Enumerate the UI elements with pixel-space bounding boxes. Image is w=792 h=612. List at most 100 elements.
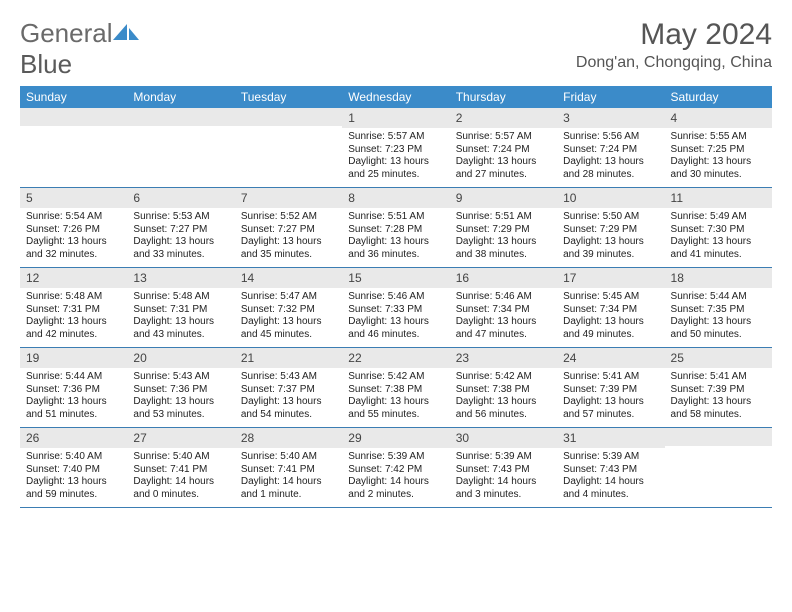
day-details: Sunrise: 5:57 AMSunset: 7:24 PMDaylight:…	[450, 128, 557, 187]
daylight-line: Daylight: 13 hours and 58 minutes.	[671, 396, 766, 421]
day-details: Sunrise: 5:52 AMSunset: 7:27 PMDaylight:…	[235, 208, 342, 267]
day-details: Sunrise: 5:51 AMSunset: 7:29 PMDaylight:…	[450, 208, 557, 267]
day-details	[127, 126, 234, 184]
sunrise-line: Sunrise: 5:43 AM	[133, 371, 228, 384]
sunset-line: Sunset: 7:36 PM	[133, 384, 228, 397]
day-cell: 12Sunrise: 5:48 AMSunset: 7:31 PMDayligh…	[20, 268, 127, 348]
day-cell: 25Sunrise: 5:41 AMSunset: 7:39 PMDayligh…	[665, 348, 772, 428]
daylight-line: Daylight: 13 hours and 51 minutes.	[26, 396, 121, 421]
day-details: Sunrise: 5:50 AMSunset: 7:29 PMDaylight:…	[557, 208, 664, 267]
sunset-line: Sunset: 7:25 PM	[671, 144, 766, 157]
sunset-line: Sunset: 7:37 PM	[241, 384, 336, 397]
sunset-line: Sunset: 7:40 PM	[26, 464, 121, 477]
day-details: Sunrise: 5:41 AMSunset: 7:39 PMDaylight:…	[557, 368, 664, 427]
day-details: Sunrise: 5:48 AMSunset: 7:31 PMDaylight:…	[127, 288, 234, 347]
day-cell: 31Sunrise: 5:39 AMSunset: 7:43 PMDayligh…	[557, 428, 664, 508]
day-number	[665, 428, 772, 446]
sunset-line: Sunset: 7:29 PM	[563, 224, 658, 237]
weekday-wednesday: Wednesday	[342, 86, 449, 108]
day-number: 22	[342, 348, 449, 368]
day-details: Sunrise: 5:42 AMSunset: 7:38 PMDaylight:…	[450, 368, 557, 427]
day-number	[20, 108, 127, 126]
daylight-line: Daylight: 14 hours and 0 minutes.	[133, 476, 228, 501]
sunrise-line: Sunrise: 5:41 AM	[563, 371, 658, 384]
day-cell: 20Sunrise: 5:43 AMSunset: 7:36 PMDayligh…	[127, 348, 234, 428]
daylight-line: Daylight: 13 hours and 39 minutes.	[563, 236, 658, 261]
day-cell	[235, 108, 342, 188]
day-cell	[127, 108, 234, 188]
day-number: 26	[20, 428, 127, 448]
day-details: Sunrise: 5:41 AMSunset: 7:39 PMDaylight:…	[665, 368, 772, 427]
day-details: Sunrise: 5:44 AMSunset: 7:36 PMDaylight:…	[20, 368, 127, 427]
sunrise-line: Sunrise: 5:43 AM	[241, 371, 336, 384]
daylight-line: Daylight: 13 hours and 53 minutes.	[133, 396, 228, 421]
day-number: 16	[450, 268, 557, 288]
weekday-saturday: Saturday	[665, 86, 772, 108]
day-details	[665, 446, 772, 504]
calendar-body: 1Sunrise: 5:57 AMSunset: 7:23 PMDaylight…	[20, 108, 772, 508]
day-number: 31	[557, 428, 664, 448]
day-cell: 10Sunrise: 5:50 AMSunset: 7:29 PMDayligh…	[557, 188, 664, 268]
sunset-line: Sunset: 7:39 PM	[671, 384, 766, 397]
daylight-line: Daylight: 14 hours and 2 minutes.	[348, 476, 443, 501]
day-details: Sunrise: 5:53 AMSunset: 7:27 PMDaylight:…	[127, 208, 234, 267]
day-details: Sunrise: 5:45 AMSunset: 7:34 PMDaylight:…	[557, 288, 664, 347]
daylight-line: Daylight: 13 hours and 50 minutes.	[671, 316, 766, 341]
sunset-line: Sunset: 7:23 PM	[348, 144, 443, 157]
daylight-line: Daylight: 13 hours and 56 minutes.	[456, 396, 551, 421]
sunset-line: Sunset: 7:32 PM	[241, 304, 336, 317]
week-row: 5Sunrise: 5:54 AMSunset: 7:26 PMDaylight…	[20, 188, 772, 268]
day-details	[20, 126, 127, 184]
day-number: 25	[665, 348, 772, 368]
day-details: Sunrise: 5:56 AMSunset: 7:24 PMDaylight:…	[557, 128, 664, 187]
day-cell	[20, 108, 127, 188]
sunrise-line: Sunrise: 5:40 AM	[26, 451, 121, 464]
day-cell: 3Sunrise: 5:56 AMSunset: 7:24 PMDaylight…	[557, 108, 664, 188]
day-cell: 27Sunrise: 5:40 AMSunset: 7:41 PMDayligh…	[127, 428, 234, 508]
day-number: 11	[665, 188, 772, 208]
sunrise-line: Sunrise: 5:53 AM	[133, 211, 228, 224]
day-number	[127, 108, 234, 126]
day-number: 6	[127, 188, 234, 208]
week-row: 26Sunrise: 5:40 AMSunset: 7:40 PMDayligh…	[20, 428, 772, 508]
day-cell: 15Sunrise: 5:46 AMSunset: 7:33 PMDayligh…	[342, 268, 449, 348]
sunset-line: Sunset: 7:31 PM	[133, 304, 228, 317]
sunrise-line: Sunrise: 5:51 AM	[456, 211, 551, 224]
sunrise-line: Sunrise: 5:46 AM	[456, 291, 551, 304]
sunrise-line: Sunrise: 5:42 AM	[348, 371, 443, 384]
sunrise-line: Sunrise: 5:51 AM	[348, 211, 443, 224]
day-cell: 7Sunrise: 5:52 AMSunset: 7:27 PMDaylight…	[235, 188, 342, 268]
day-cell: 5Sunrise: 5:54 AMSunset: 7:26 PMDaylight…	[20, 188, 127, 268]
sunrise-line: Sunrise: 5:47 AM	[241, 291, 336, 304]
daylight-line: Daylight: 13 hours and 59 minutes.	[26, 476, 121, 501]
day-number: 3	[557, 108, 664, 128]
day-details: Sunrise: 5:39 AMSunset: 7:43 PMDaylight:…	[450, 448, 557, 507]
week-row: 1Sunrise: 5:57 AMSunset: 7:23 PMDaylight…	[20, 108, 772, 188]
sunset-line: Sunset: 7:38 PM	[456, 384, 551, 397]
sunrise-line: Sunrise: 5:56 AM	[563, 131, 658, 144]
sunset-line: Sunset: 7:28 PM	[348, 224, 443, 237]
day-cell: 28Sunrise: 5:40 AMSunset: 7:41 PMDayligh…	[235, 428, 342, 508]
sunset-line: Sunset: 7:24 PM	[563, 144, 658, 157]
daylight-line: Daylight: 13 hours and 36 minutes.	[348, 236, 443, 261]
sunrise-line: Sunrise: 5:54 AM	[26, 211, 121, 224]
day-details: Sunrise: 5:43 AMSunset: 7:36 PMDaylight:…	[127, 368, 234, 427]
daylight-line: Daylight: 13 hours and 35 minutes.	[241, 236, 336, 261]
sunset-line: Sunset: 7:34 PM	[563, 304, 658, 317]
brand-text-1: General	[20, 18, 113, 48]
day-cell: 23Sunrise: 5:42 AMSunset: 7:38 PMDayligh…	[450, 348, 557, 428]
sunset-line: Sunset: 7:33 PM	[348, 304, 443, 317]
day-details: Sunrise: 5:49 AMSunset: 7:30 PMDaylight:…	[665, 208, 772, 267]
day-number: 21	[235, 348, 342, 368]
daylight-line: Daylight: 13 hours and 30 minutes.	[671, 156, 766, 181]
daylight-line: Daylight: 13 hours and 46 minutes.	[348, 316, 443, 341]
daylight-line: Daylight: 13 hours and 41 minutes.	[671, 236, 766, 261]
sunset-line: Sunset: 7:27 PM	[241, 224, 336, 237]
sunrise-line: Sunrise: 5:55 AM	[671, 131, 766, 144]
brand-text-2: Blue	[20, 49, 72, 79]
day-details: Sunrise: 5:46 AMSunset: 7:33 PMDaylight:…	[342, 288, 449, 347]
daylight-line: Daylight: 13 hours and 55 minutes.	[348, 396, 443, 421]
sunset-line: Sunset: 7:27 PM	[133, 224, 228, 237]
daylight-line: Daylight: 13 hours and 38 minutes.	[456, 236, 551, 261]
day-details: Sunrise: 5:55 AMSunset: 7:25 PMDaylight:…	[665, 128, 772, 187]
